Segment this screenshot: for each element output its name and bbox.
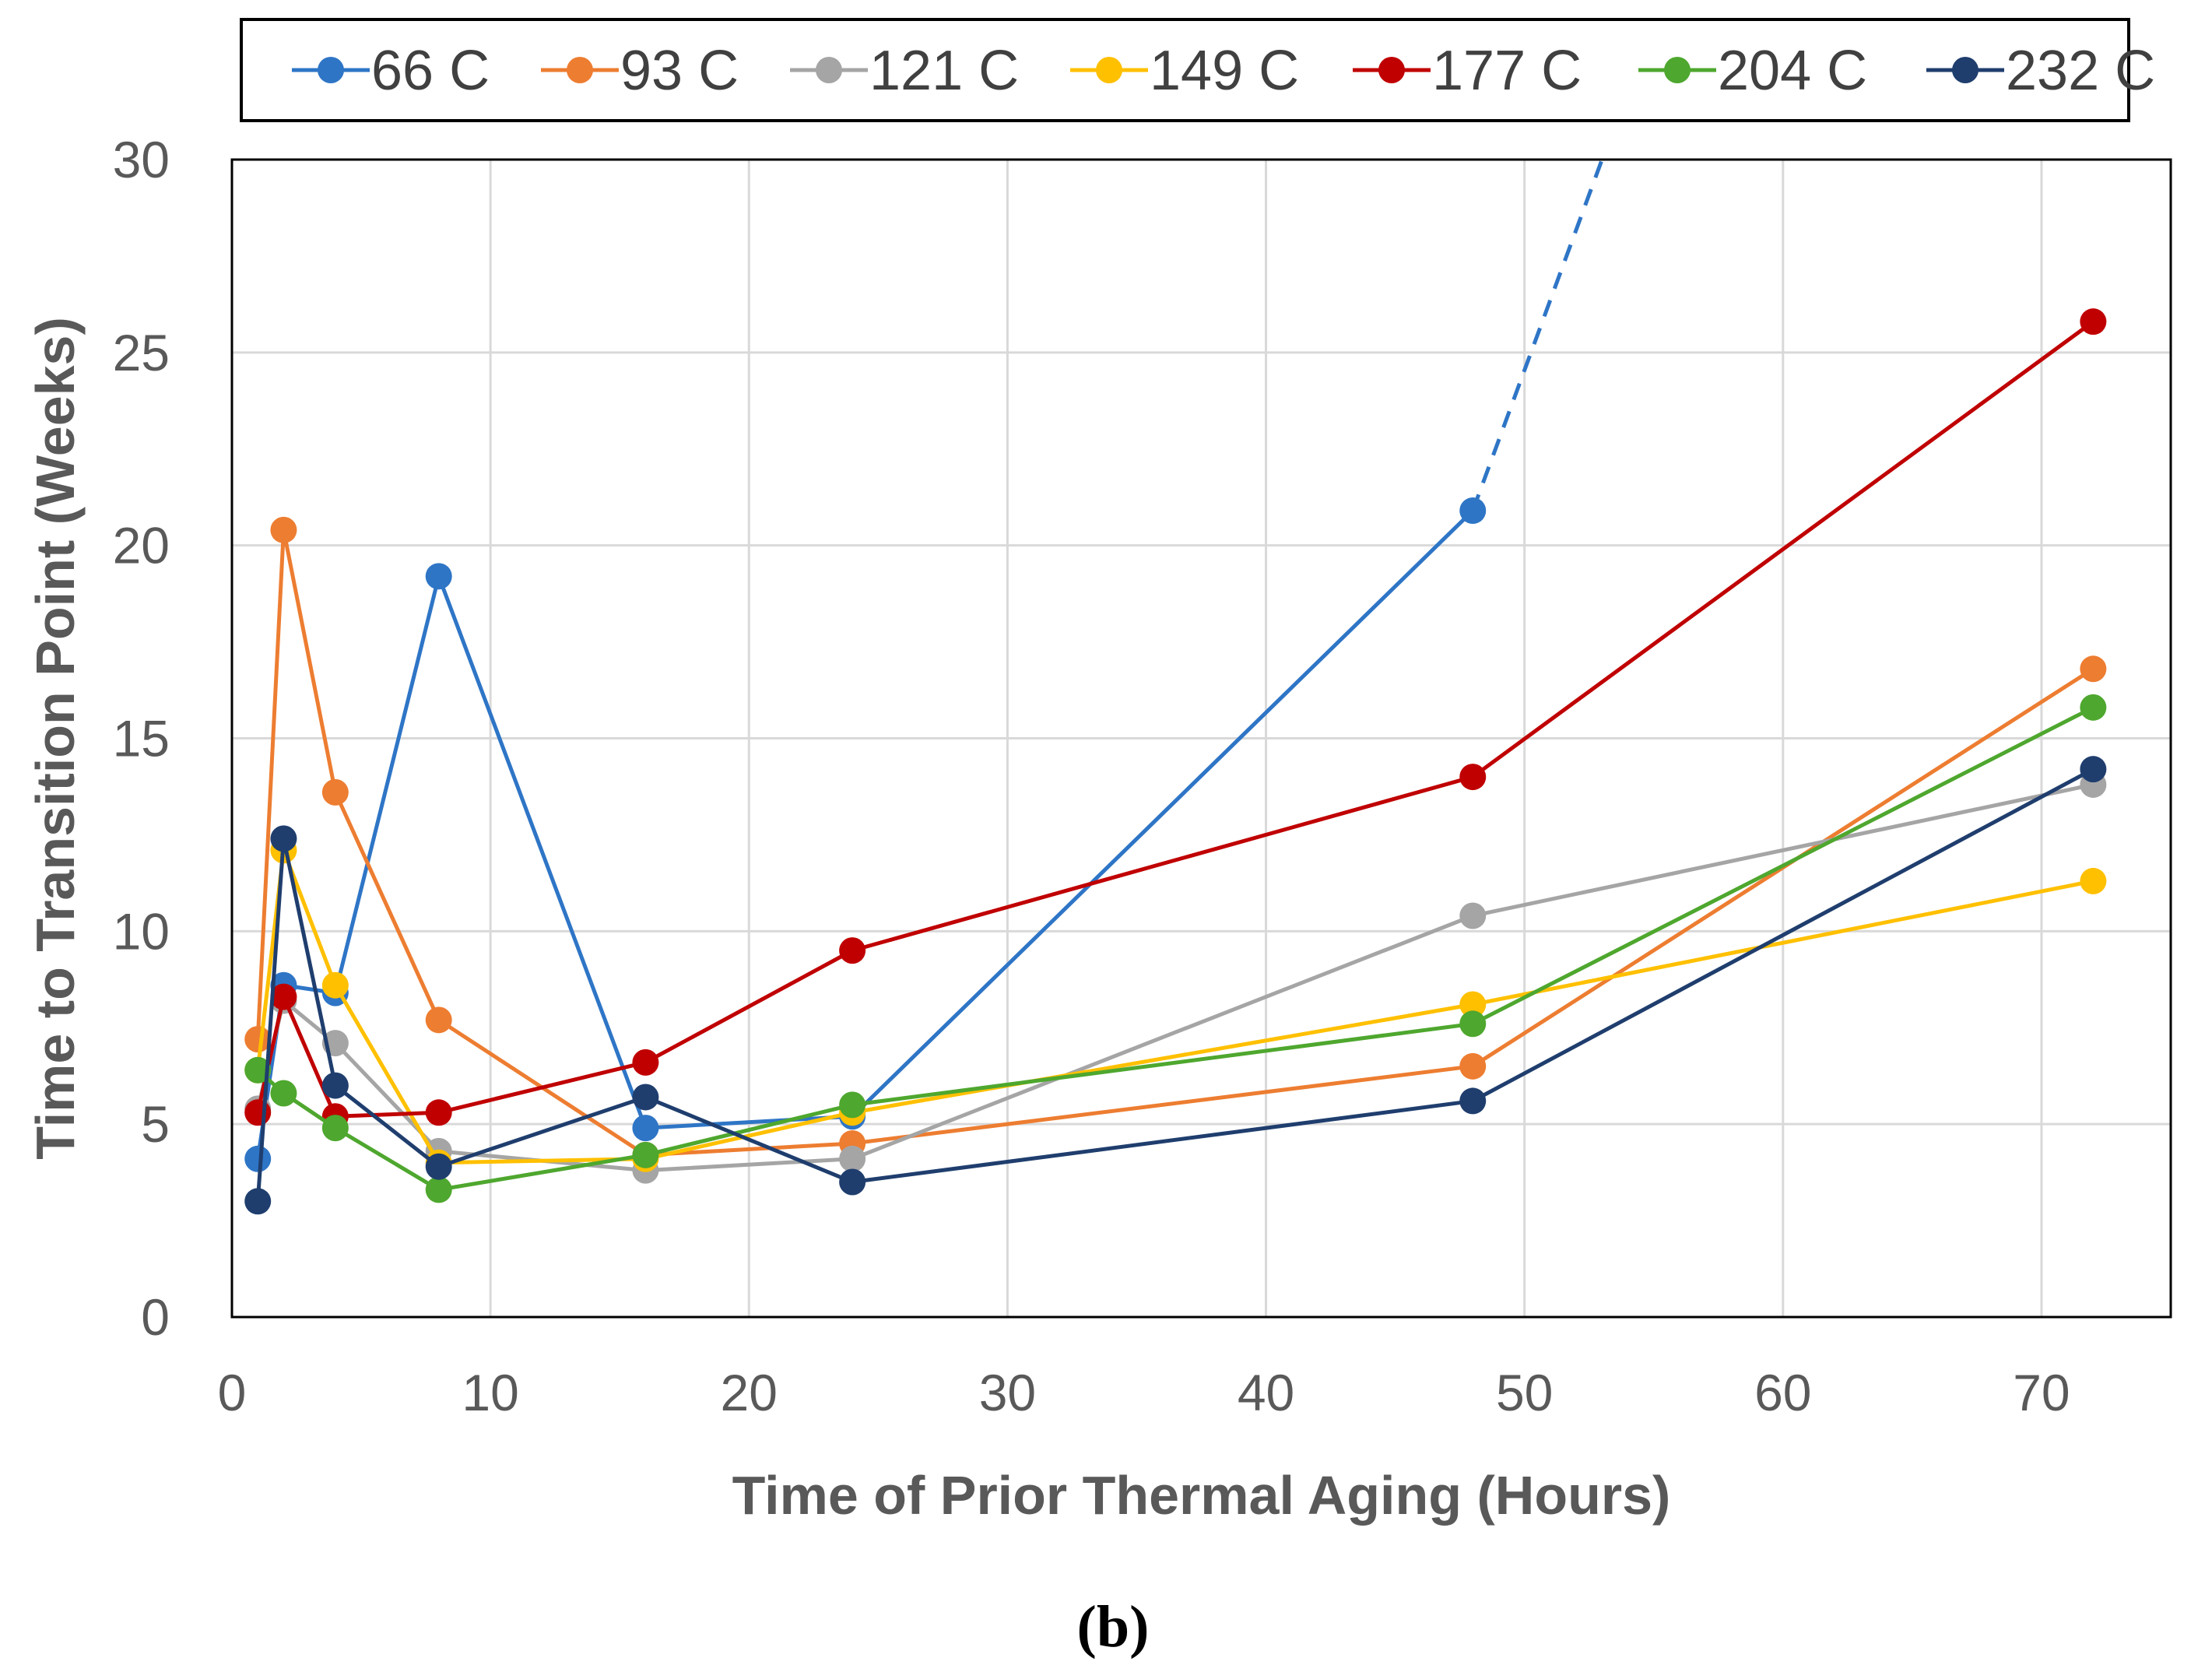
data-point bbox=[244, 1145, 272, 1172]
figure-caption: (b) bbox=[1077, 1594, 1150, 1660]
data-point bbox=[270, 1080, 297, 1107]
plot-area bbox=[230, 158, 2172, 1319]
y-tick-label: 5 bbox=[141, 1095, 170, 1153]
legend-marker bbox=[1952, 57, 1979, 83]
data-point bbox=[244, 1188, 272, 1215]
extrapolation-line bbox=[1470, 159, 1604, 511]
y-axis-title: Time to Transition Point (Weeks) bbox=[25, 317, 86, 1160]
series-121-c bbox=[244, 771, 2107, 1184]
series-line bbox=[255, 767, 2094, 1202]
series-line bbox=[255, 320, 2094, 1119]
series-layer bbox=[244, 159, 2107, 1215]
x-tick-label: 60 bbox=[1754, 1364, 1811, 1421]
gridlines bbox=[232, 158, 2171, 1317]
x-tick-label: 0 bbox=[218, 1364, 247, 1421]
y-tick-label: 20 bbox=[113, 517, 170, 574]
data-point bbox=[2080, 867, 2107, 894]
legend-label: 93 C bbox=[620, 40, 739, 102]
legend-label: 149 C bbox=[1150, 40, 1299, 102]
legend-item: 121 C bbox=[790, 40, 1019, 102]
data-point bbox=[244, 1099, 272, 1126]
data-point bbox=[839, 1091, 866, 1119]
data-point bbox=[1459, 902, 1487, 929]
data-point bbox=[244, 1056, 272, 1084]
series-204-c bbox=[244, 694, 2107, 1203]
data-point bbox=[321, 1072, 349, 1099]
y-tick-label: 30 bbox=[113, 131, 170, 188]
data-point bbox=[2080, 655, 2107, 683]
series-line bbox=[256, 705, 2094, 1192]
y-tick-label: 25 bbox=[113, 324, 170, 381]
data-point bbox=[1459, 764, 1487, 791]
legend-marker bbox=[816, 57, 842, 83]
data-point bbox=[270, 983, 297, 1010]
data-point bbox=[632, 1048, 659, 1076]
series-line bbox=[255, 848, 2094, 1165]
data-point bbox=[321, 1115, 349, 1142]
data-point bbox=[425, 1006, 452, 1034]
tick-labels: 0 10 20 30 40 50 60 70 0 5 10 15 20 25 30 bbox=[113, 131, 2070, 1421]
series-177-c bbox=[244, 308, 2107, 1130]
x-tick-label: 70 bbox=[2013, 1364, 2070, 1421]
legend-marker bbox=[1096, 57, 1122, 83]
data-point bbox=[632, 1115, 659, 1142]
data-point bbox=[425, 1176, 452, 1203]
data-point bbox=[839, 1145, 866, 1172]
legend-item: 149 C bbox=[1070, 40, 1299, 102]
y-tick-label: 0 bbox=[141, 1288, 170, 1346]
series-232-c bbox=[244, 756, 2107, 1215]
y-tick-label: 10 bbox=[113, 902, 170, 960]
x-tick-label: 20 bbox=[721, 1364, 778, 1421]
data-point bbox=[1459, 1010, 1487, 1038]
legend-marker bbox=[567, 57, 593, 83]
legend-label: 232 C bbox=[2006, 40, 2155, 102]
data-point bbox=[2080, 756, 2107, 783]
x-tick-label: 30 bbox=[979, 1364, 1036, 1421]
legend-label: 204 C bbox=[1718, 40, 1867, 102]
x-tick-label: 10 bbox=[462, 1364, 518, 1421]
legend-item: 177 C bbox=[1353, 40, 1582, 102]
data-point bbox=[1459, 991, 1487, 1018]
data-point bbox=[1459, 497, 1487, 525]
y-tick-label: 15 bbox=[113, 710, 170, 767]
data-point bbox=[839, 1168, 866, 1196]
data-point bbox=[632, 1084, 659, 1111]
data-point bbox=[425, 1153, 452, 1180]
data-point bbox=[1459, 1087, 1487, 1115]
x-tick-label: 50 bbox=[1496, 1364, 1553, 1421]
data-point bbox=[321, 778, 349, 806]
legend-marker bbox=[1378, 57, 1405, 83]
data-point bbox=[425, 1099, 452, 1126]
data-point bbox=[270, 825, 297, 852]
series-line bbox=[255, 782, 2094, 1173]
data-point bbox=[632, 1141, 659, 1168]
data-point bbox=[270, 516, 297, 543]
legend-label: 66 C bbox=[371, 40, 490, 102]
legend-item: 232 C bbox=[1926, 40, 2155, 102]
x-tick-label: 40 bbox=[1238, 1364, 1294, 1421]
legend-marker bbox=[1664, 57, 1691, 83]
x-axis-title: Time of Prior Thermal Aging (Hours) bbox=[732, 1465, 1671, 1526]
data-point bbox=[2080, 308, 2107, 335]
data-point bbox=[244, 1026, 272, 1053]
series-line bbox=[255, 509, 1474, 1160]
data-point bbox=[1459, 1052, 1487, 1080]
legend-item: 93 C bbox=[541, 40, 739, 102]
data-point bbox=[839, 937, 866, 964]
legend-marker bbox=[318, 57, 344, 83]
legend-item: 66 C bbox=[292, 40, 490, 102]
legend-label: 177 C bbox=[1432, 40, 1582, 102]
legend-label: 121 C bbox=[869, 40, 1019, 102]
legend: 66 C 93 C 121 C 149 C 177 C 204 C 232 C bbox=[240, 18, 2155, 122]
data-point bbox=[321, 971, 349, 999]
data-point bbox=[425, 563, 452, 590]
data-point bbox=[2080, 694, 2107, 721]
legend-item: 204 C bbox=[1638, 40, 1867, 102]
